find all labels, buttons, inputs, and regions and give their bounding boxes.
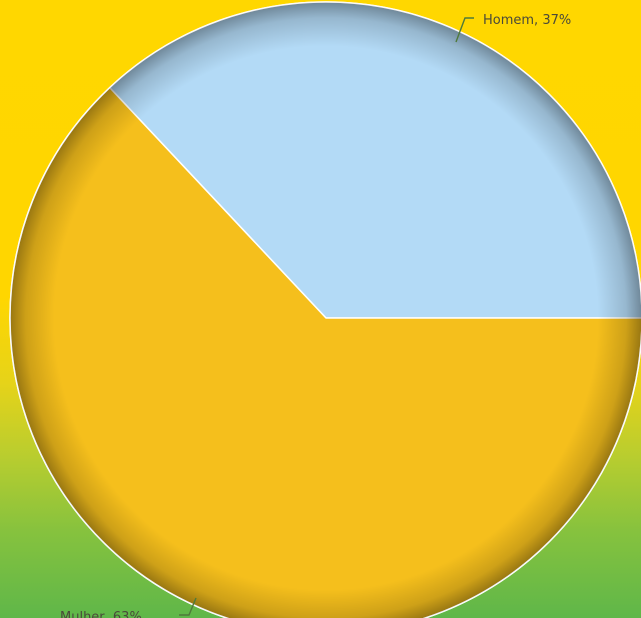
slice-label-mulher: Mulher, 63%	[60, 597, 197, 618]
pie-slices	[9, 1, 641, 618]
leader-line-homem	[455, 17, 474, 43]
leader-line-mulher	[179, 597, 197, 616]
pie-outline	[9, 1, 641, 618]
data-label-homem: Homem, 37%	[483, 13, 571, 28]
slice-label-homem: Homem, 37%	[455, 13, 571, 43]
data-label-mulher: Mulher, 63%	[60, 610, 142, 618]
